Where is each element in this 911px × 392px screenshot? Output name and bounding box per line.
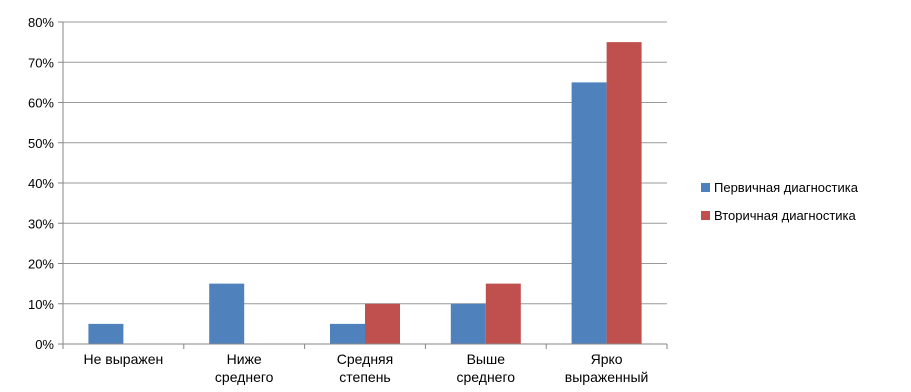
x-tick-label: Средняя степень — [337, 351, 393, 385]
legend-swatch — [701, 183, 710, 192]
bar-primary — [88, 323, 124, 344]
bar-secondary — [365, 303, 400, 344]
bar-primary — [330, 323, 365, 344]
axes: 0% 10% 20% 30% 40% 50% 60% 70% 80% Не выражен Ниже… — [28, 15, 668, 385]
bar-primary — [571, 82, 607, 344]
y-tick-label: 30% — [28, 216, 54, 231]
bar-primary — [450, 303, 486, 344]
y-tick-label: 70% — [28, 55, 54, 70]
bar-secondary — [485, 283, 521, 344]
x-tick-label: Не выражен — [84, 351, 164, 367]
y-tick-label: 0% — [35, 337, 54, 352]
y-tick-label: 80% — [28, 15, 54, 30]
x-tick-label: Выше среднего — [457, 351, 516, 385]
legend-label: Первичная диагностика — [714, 180, 859, 195]
x-tick-label: Ниже среднего — [215, 351, 274, 385]
legend-label: Вторичная диагностика — [714, 208, 857, 223]
y-tick-label: 20% — [28, 257, 54, 272]
y-tick-label: 40% — [28, 176, 54, 191]
legend-swatch — [701, 211, 710, 220]
y-tick-label: 50% — [28, 136, 54, 151]
bar-secondary — [606, 42, 642, 344]
bars — [88, 42, 642, 344]
x-tick-label: Ярко выраженный — [565, 351, 649, 385]
y-tick-label: 60% — [28, 96, 54, 111]
legend: Первичная диагностика Вторичная диагности… — [701, 180, 859, 223]
y-tick-label: 10% — [28, 297, 54, 312]
gridlines — [63, 21, 667, 305]
bar-primary — [209, 283, 245, 344]
